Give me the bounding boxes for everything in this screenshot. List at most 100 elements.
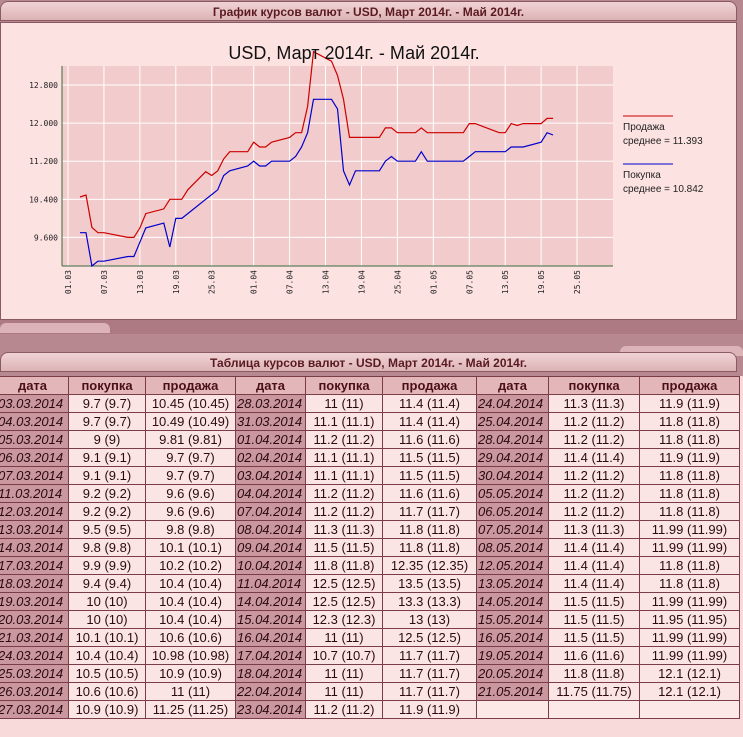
date-cell: 12.05.2014	[476, 556, 549, 575]
separator-bar	[0, 320, 743, 334]
x-tick-label: 19.05	[537, 270, 546, 294]
date-cell: 08.05.2014	[476, 538, 549, 557]
y-tick-label: 11.200	[29, 157, 58, 166]
sell-rate-cell: 11.7 (11.7)	[382, 682, 477, 701]
buy-rate-cell: 11.8 (11.8)	[305, 556, 383, 575]
x-tick-label: 25.04	[393, 270, 402, 294]
table-row: 27.03.2014 10.9 (10.9) 11.25 (11.25) 23.04.…	[0, 700, 740, 719]
buy-rate-cell: 10.9 (10.9)	[68, 700, 146, 719]
date-cell: 21.03.2014	[0, 628, 69, 647]
table-row: 26.03.2014 10.6 (10.6) 11 (11) 22.04.2014 11…	[0, 682, 740, 701]
sell-rate-cell: 11.7 (11.7)	[382, 664, 477, 683]
date-cell: 14.04.2014	[235, 592, 306, 611]
chart-area: 9.600 10.400 11.200 12.000 12.800 01.03 07.03 1…	[1, 23, 736, 324]
rates-table: дата покупка продажа дата покупка продажа дата…	[0, 376, 740, 719]
sell-rate-cell: 10.4 (10.4)	[145, 574, 236, 593]
buy-rate-cell: 9.2 (9.2)	[68, 484, 146, 503]
table-row: 04.03.2014 9.7 (9.7) 10.49 (10.49) 31.03.20…	[0, 412, 740, 431]
date-cell: 07.04.2014	[235, 502, 306, 521]
date-cell: 14.05.2014	[476, 592, 549, 611]
date-cell: 28.04.2014	[476, 430, 549, 449]
rates-table-panel: дата покупка продажа дата покупка продажа дата…	[0, 376, 743, 737]
sell-rate-cell: 12.35 (12.35)	[382, 556, 477, 575]
sell-rate-cell: 10.98 (10.98)	[145, 646, 236, 665]
sell-rate-cell: 11.99 (11.99)	[639, 538, 740, 557]
date-cell: 20.03.2014	[0, 610, 69, 629]
buy-rate-cell: 11.2 (11.2)	[548, 466, 640, 485]
buy-rate-cell: 9 (9)	[68, 430, 146, 449]
sell-rate-cell: 11.5 (11.5)	[382, 448, 477, 467]
date-cell: 15.05.2014	[476, 610, 549, 629]
table-row: 11.03.2014 9.2 (9.2) 9.6 (9.6) 04.04.2014 11…	[0, 484, 740, 503]
date-cell: 15.04.2014	[235, 610, 306, 629]
sell-rate-cell: 9.81 (9.81)	[145, 430, 236, 449]
sell-rate-cell: 13 (13)	[382, 610, 477, 629]
column-header: покупка	[305, 376, 383, 395]
sell-rate-cell: 10.4 (10.4)	[145, 592, 236, 611]
sell-rate-cell: 11.9 (11.9)	[639, 394, 740, 413]
x-tick-label: 19.04	[357, 270, 366, 294]
date-cell: 19.03.2014	[0, 592, 69, 611]
date-cell: 08.04.2014	[235, 520, 306, 539]
y-tick-label: 10.400	[29, 195, 58, 204]
sell-rate-cell: 9.7 (9.7)	[145, 466, 236, 485]
series-line-sell	[79, 50, 554, 238]
buy-rate-cell: 11 (11)	[305, 628, 383, 647]
date-cell: 23.04.2014	[235, 700, 306, 719]
buy-rate-cell: 9.1 (9.1)	[68, 466, 146, 485]
date-cell: 11.03.2014	[0, 484, 69, 503]
date-cell: 29.04.2014	[476, 448, 549, 467]
separator-cap-right	[620, 346, 743, 356]
sell-rate-cell: 10.9 (10.9)	[145, 664, 236, 683]
date-cell: 30.04.2014	[476, 466, 549, 485]
x-tick-label: 13.04	[322, 270, 331, 294]
date-cell: 03.03.2014	[0, 394, 69, 413]
column-header: продажа	[382, 376, 477, 395]
table-row: 25.03.2014 10.5 (10.5) 10.9 (10.9) 18.04.20…	[0, 664, 740, 683]
x-tick-label: 01.05	[429, 270, 438, 294]
buy-rate-cell: 9.2 (9.2)	[68, 502, 146, 521]
sell-rate-cell: 13.5 (13.5)	[382, 574, 477, 593]
buy-rate-cell: 9.7 (9.7)	[68, 412, 146, 431]
x-tick-label: 07.03	[100, 270, 109, 294]
sell-rate-cell: 9.6 (9.6)	[145, 502, 236, 521]
buy-rate-cell: 10.7 (10.7)	[305, 646, 383, 665]
date-cell: 07.05.2014	[476, 520, 549, 539]
date-cell: 25.03.2014	[0, 664, 69, 683]
table-row: 21.03.2014 10.1 (10.1) 10.6 (10.6) 16.04.20…	[0, 628, 740, 647]
buy-rate-cell: 11.1 (11.1)	[305, 466, 383, 485]
buy-rate-cell: 10 (10)	[68, 592, 146, 611]
sell-rate-cell: 9.7 (9.7)	[145, 448, 236, 467]
sell-rate-cell: 12.5 (12.5)	[382, 628, 477, 647]
date-cell: 25.04.2014	[476, 412, 549, 431]
column-header: продажа	[145, 376, 236, 395]
sell-rate-cell: 11 (11)	[145, 682, 236, 701]
date-cell: 24.03.2014	[0, 646, 69, 665]
buy-rate-cell: 9.4 (9.4)	[68, 574, 146, 593]
legend-series-average: среднее = 11.393	[623, 136, 703, 147]
date-cell: 13.03.2014	[0, 520, 69, 539]
sell-rate-cell: 11.4 (11.4)	[382, 412, 477, 431]
buy-rate-cell: 10.5 (10.5)	[68, 664, 146, 683]
sell-rate-cell: 11.99 (11.99)	[639, 628, 740, 647]
date-cell: 07.03.2014	[0, 466, 69, 485]
sell-rate-cell: 11.8 (11.8)	[639, 412, 740, 431]
buy-rate-cell: 11.5 (11.5)	[305, 538, 383, 557]
sell-rate-cell: 11.99 (11.99)	[639, 646, 740, 665]
date-cell: 18.03.2014	[0, 574, 69, 593]
date-cell: 11.04.2014	[235, 574, 306, 593]
buy-rate-cell: 10 (10)	[68, 610, 146, 629]
buy-rate-cell: 11.5 (11.5)	[548, 628, 640, 647]
column-header: дата	[476, 376, 549, 395]
buy-rate-cell: 11.4 (11.4)	[548, 538, 640, 557]
sell-rate-cell: 11.99 (11.99)	[639, 520, 740, 539]
buy-rate-cell: 11 (11)	[305, 394, 383, 413]
date-cell: 28.03.2014	[235, 394, 306, 413]
table-row: 19.03.2014 10 (10) 10.4 (10.4) 14.04.2014 12…	[0, 592, 740, 611]
sell-rate-cell: 11.8 (11.8)	[639, 574, 740, 593]
buy-rate-cell: 12.5 (12.5)	[305, 574, 383, 593]
sell-rate-cell: 10.2 (10.2)	[145, 556, 236, 575]
buy-rate-cell: 11.75 (11.75)	[548, 682, 640, 701]
date-cell: 16.05.2014	[476, 628, 549, 647]
date-cell: 13.05.2014	[476, 574, 549, 593]
